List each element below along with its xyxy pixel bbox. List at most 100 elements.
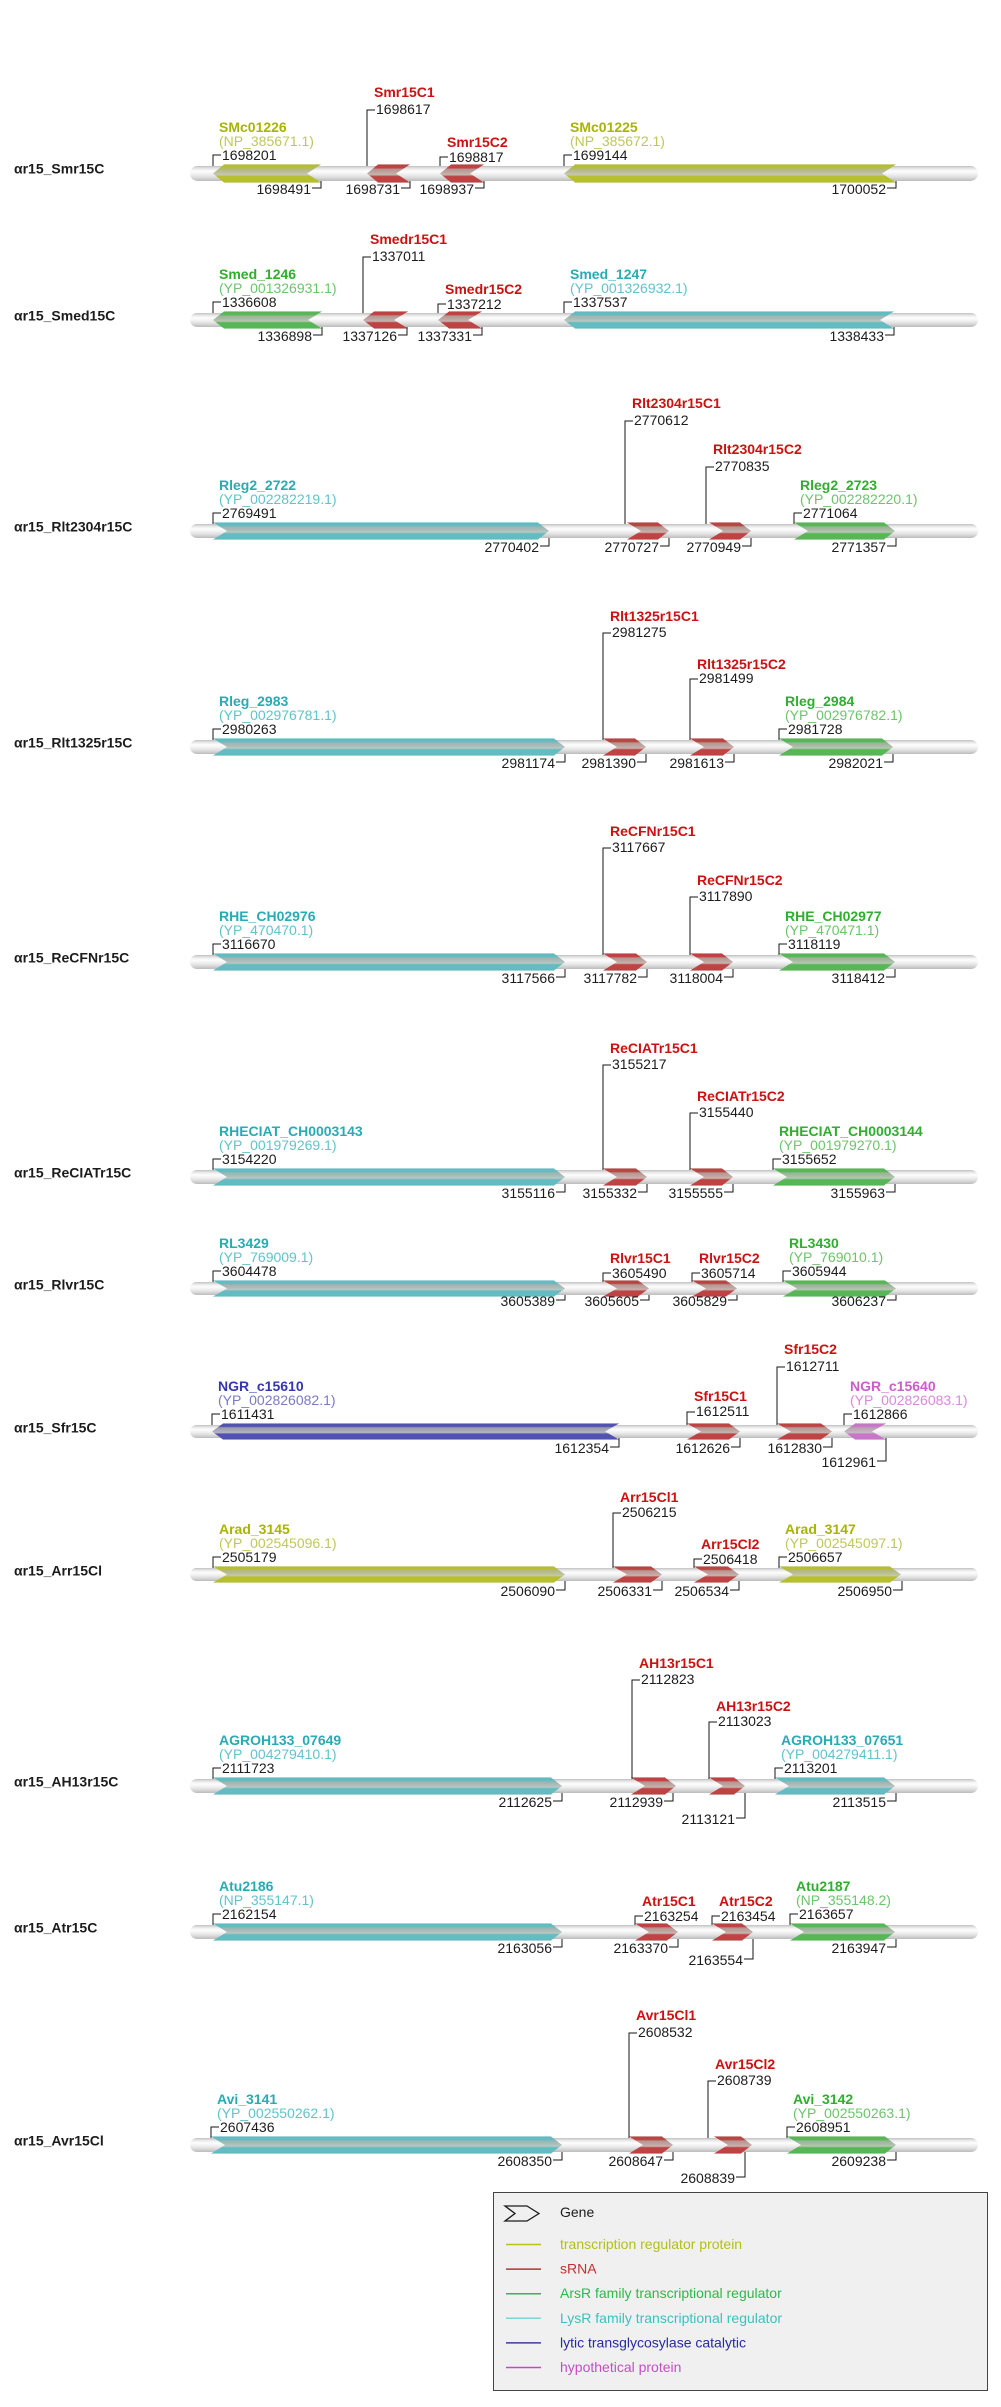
- svg-text:(NP_385671.1): (NP_385671.1): [219, 133, 314, 149]
- svg-text:Avr15Cl1: Avr15Cl1: [636, 2007, 696, 2023]
- svg-text:Smed_1247: Smed_1247: [570, 266, 647, 282]
- svg-text:2608532: 2608532: [638, 2024, 693, 2040]
- svg-text:ArsR family transcriptional re: ArsR family transcriptional regulator: [560, 2285, 782, 2301]
- svg-text:2770402: 2770402: [484, 539, 539, 555]
- svg-text:2770949: 2770949: [686, 539, 741, 555]
- svg-text:αr15_ReCFNr15C: αr15_ReCFNr15C: [14, 950, 129, 966]
- svg-text:NGR_c15610: NGR_c15610: [218, 1378, 304, 1394]
- svg-text:αr15_Smed15C: αr15_Smed15C: [14, 308, 115, 324]
- svg-text:Avi_3142: Avi_3142: [793, 2091, 853, 2107]
- svg-text:(YP_002282220.1): (YP_002282220.1): [800, 491, 918, 507]
- svg-text:Smedr15C2: Smedr15C2: [445, 281, 522, 297]
- svg-text:3118412: 3118412: [832, 970, 886, 986]
- svg-text:Gene: Gene: [560, 2204, 594, 2220]
- svg-text:Smr15C1: Smr15C1: [374, 84, 435, 100]
- svg-text:1700052: 1700052: [831, 181, 886, 197]
- svg-text:2981613: 2981613: [669, 755, 724, 771]
- svg-text:(YP_002282219.1): (YP_002282219.1): [219, 491, 337, 507]
- svg-text:2112823: 2112823: [641, 1671, 695, 1687]
- svg-text:αr15_Smr15C: αr15_Smr15C: [14, 161, 104, 177]
- svg-text:2770835: 2770835: [715, 458, 770, 474]
- svg-text:2981728: 2981728: [788, 721, 843, 737]
- svg-text:2506331: 2506331: [597, 1583, 652, 1599]
- svg-text:1612711: 1612711: [786, 1358, 840, 1374]
- svg-text:3155652: 3155652: [782, 1151, 837, 1167]
- svg-text:ReCIATr15C2: ReCIATr15C2: [697, 1088, 785, 1104]
- svg-text:αr15_Avr15Cl: αr15_Avr15Cl: [14, 2133, 104, 2149]
- svg-text:αr15_AH13r15C: αr15_AH13r15C: [14, 1774, 118, 1790]
- svg-text:Avi_3141: Avi_3141: [217, 2091, 277, 2107]
- svg-text:Rlt1325r15C1: Rlt1325r15C1: [610, 608, 699, 624]
- svg-text:(YP_001979269.1): (YP_001979269.1): [219, 1137, 337, 1153]
- svg-text:(YP_002550262.1): (YP_002550262.1): [217, 2105, 335, 2121]
- svg-text:hypothetical protein: hypothetical protein: [560, 2359, 681, 2375]
- svg-text:2506215: 2506215: [622, 1504, 677, 1520]
- svg-text:2608647: 2608647: [608, 2153, 663, 2169]
- svg-text:(YP_002550263.1): (YP_002550263.1): [793, 2105, 911, 2121]
- svg-text:SMc01226: SMc01226: [219, 119, 287, 135]
- svg-text:(YP_769009.1): (YP_769009.1): [219, 1249, 313, 1265]
- svg-text:1698937: 1698937: [419, 181, 474, 197]
- svg-text:2113201: 2113201: [784, 1760, 838, 1776]
- svg-text:Rleg2_2722: Rleg2_2722: [219, 477, 296, 493]
- svg-text:RL3429: RL3429: [219, 1235, 269, 1251]
- svg-text:3155217: 3155217: [612, 1056, 667, 1072]
- svg-text:2771064: 2771064: [803, 505, 858, 521]
- svg-text:2981174: 2981174: [502, 755, 556, 771]
- svg-text:ReCFNr15C1: ReCFNr15C1: [610, 823, 696, 839]
- svg-text:2112939: 2112939: [610, 1794, 664, 1810]
- svg-text:3154220: 3154220: [222, 1151, 277, 1167]
- svg-text:2981275: 2981275: [612, 624, 667, 640]
- svg-text:1698617: 1698617: [376, 101, 431, 117]
- svg-text:Rleg_2983: Rleg_2983: [219, 693, 288, 709]
- svg-text:(NP_355148.2): (NP_355148.2): [796, 1892, 891, 1908]
- svg-text:2163657: 2163657: [799, 1906, 854, 1922]
- svg-text:2770612: 2770612: [634, 412, 689, 428]
- svg-text:2608739: 2608739: [717, 2072, 772, 2088]
- svg-text:2981499: 2981499: [699, 670, 754, 686]
- svg-text:1338433: 1338433: [829, 328, 884, 344]
- svg-text:Sfr15C2: Sfr15C2: [784, 1341, 837, 1357]
- svg-text:(YP_001979270.1): (YP_001979270.1): [779, 1137, 897, 1153]
- svg-text:1612961: 1612961: [821, 1454, 876, 1470]
- svg-text:AH13r15C2: AH13r15C2: [716, 1698, 791, 1714]
- svg-text:(YP_004279411.1): (YP_004279411.1): [781, 1746, 898, 1762]
- svg-text:Atu2187: Atu2187: [796, 1878, 851, 1894]
- svg-text:sRNA: sRNA: [560, 2261, 597, 2277]
- svg-text:2111723: 2111723: [222, 1760, 275, 1776]
- svg-text:1337331: 1337331: [417, 328, 472, 344]
- svg-text:2113515: 2113515: [833, 1794, 887, 1810]
- svg-text:3118119: 3118119: [788, 936, 841, 952]
- svg-text:αr15_Rlt2304r15C: αr15_Rlt2304r15C: [14, 519, 132, 535]
- svg-text:1612511: 1612511: [696, 1403, 750, 1419]
- svg-text:AGROH133_07649: AGROH133_07649: [219, 1732, 341, 1748]
- svg-text:ReCIATr15C1: ReCIATr15C1: [610, 1040, 698, 1056]
- svg-text:Rleg2_2723: Rleg2_2723: [800, 477, 877, 493]
- svg-text:3155555: 3155555: [668, 1185, 723, 1201]
- svg-text:RHECIAT_CH0003143: RHECIAT_CH0003143: [219, 1123, 363, 1139]
- svg-text:2505179: 2505179: [222, 1549, 277, 1565]
- svg-text:1336608: 1336608: [222, 294, 277, 310]
- svg-text:3155116: 3155116: [502, 1185, 556, 1201]
- svg-text:2980263: 2980263: [222, 721, 277, 737]
- svg-text:1698201: 1698201: [222, 147, 277, 163]
- svg-text:αr15_Rlt1325r15C: αr15_Rlt1325r15C: [14, 735, 132, 751]
- svg-text:3155332: 3155332: [582, 1185, 637, 1201]
- svg-text:1336898: 1336898: [257, 328, 312, 344]
- svg-text:Smr15C2: Smr15C2: [447, 134, 508, 150]
- svg-text:1698491: 1698491: [256, 181, 311, 197]
- svg-text:3604478: 3604478: [222, 1263, 277, 1279]
- svg-text:αr15_Arr15Cl: αr15_Arr15Cl: [14, 1563, 102, 1579]
- svg-text:Rlt1325r15C2: Rlt1325r15C2: [697, 656, 786, 672]
- svg-text:Rlvr15C2: Rlvr15C2: [699, 1250, 760, 1266]
- svg-text:1337126: 1337126: [342, 328, 397, 344]
- svg-text:2506657: 2506657: [788, 1549, 843, 1565]
- svg-text:RL3430: RL3430: [789, 1235, 839, 1251]
- svg-text:3117566: 3117566: [502, 970, 556, 986]
- svg-text:Rleg_2984: Rleg_2984: [785, 693, 854, 709]
- svg-text:3116670: 3116670: [222, 936, 276, 952]
- svg-text:SMc01225: SMc01225: [570, 119, 638, 135]
- svg-text:2163554: 2163554: [688, 1952, 743, 1968]
- svg-text:2163947: 2163947: [831, 1940, 886, 1956]
- svg-text:1612354: 1612354: [554, 1440, 609, 1456]
